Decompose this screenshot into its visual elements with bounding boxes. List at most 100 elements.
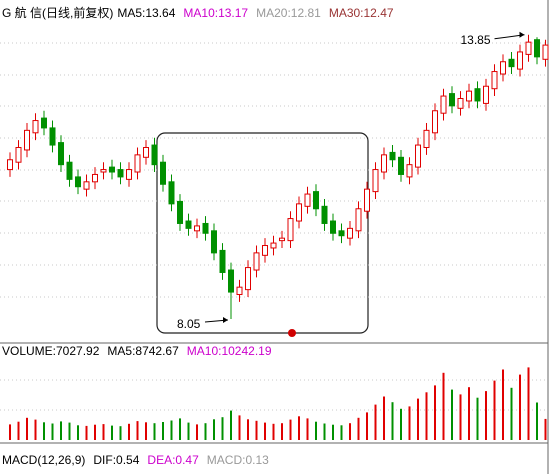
candle-body (24, 129, 30, 151)
candle-body (355, 208, 362, 232)
volume-bar (306, 418, 309, 440)
volume-bar (145, 422, 147, 440)
candle-body (372, 169, 379, 193)
candle-body (270, 242, 277, 249)
volume-bar (434, 385, 436, 440)
candle-body (525, 41, 532, 55)
volume-bar (272, 423, 275, 440)
candle-body (83, 181, 90, 190)
candle-body (58, 142, 64, 166)
volume-bar (400, 408, 402, 440)
candle-body (466, 90, 472, 102)
candle-body (194, 225, 200, 232)
volume-bar (340, 425, 343, 440)
volume-bar (34, 419, 37, 440)
volume-bar (468, 387, 470, 440)
candle-body (389, 151, 396, 161)
candle-body (415, 144, 421, 168)
volume-bar (136, 421, 139, 440)
indicator-label: MA5:13.64 (117, 6, 175, 20)
volume-bar (238, 415, 241, 440)
candle-body (381, 154, 387, 173)
volume-bar (281, 423, 283, 440)
volume-bar (536, 402, 538, 440)
volume-bar (442, 372, 445, 440)
volume-bar (451, 389, 453, 440)
candle-body (100, 169, 107, 173)
indicator-label: VOLUME:7027.92 (2, 344, 100, 358)
candle-body (491, 71, 498, 90)
volume-bar (408, 406, 411, 440)
indicator-label: MACD:0.13 (207, 453, 269, 467)
candle-body (117, 169, 124, 178)
candle-body (185, 220, 192, 229)
candle-body (474, 88, 481, 102)
candle-body (49, 127, 56, 146)
candle-body (304, 193, 311, 207)
volume-bar (417, 398, 419, 440)
indicator-label: MA10:10242.19 (187, 344, 272, 358)
volume-bar (204, 423, 207, 440)
volume-bar (476, 397, 479, 440)
candle-body (508, 58, 515, 68)
candle-body (500, 61, 506, 75)
candle-body (440, 95, 447, 114)
candle-body (245, 267, 251, 291)
candle-body (364, 188, 370, 212)
candle-body (330, 220, 336, 234)
volume-bar (85, 425, 88, 440)
candle-body (7, 159, 13, 171)
volume-bar (349, 423, 351, 440)
candle-body (236, 286, 243, 296)
volume-bar (170, 420, 173, 440)
volume-bar (323, 423, 326, 440)
candle-body (66, 161, 73, 180)
volume-bar (128, 423, 130, 440)
candle-body (406, 164, 413, 178)
volume-bar (213, 419, 215, 440)
candle-body (457, 98, 464, 109)
volume-bar (391, 402, 394, 440)
volume-bar (357, 417, 360, 440)
candle-body (347, 227, 353, 239)
candle-body (262, 245, 268, 256)
grid (0, 42, 548, 411)
candle-body (134, 154, 141, 173)
volume-bar (493, 380, 496, 440)
candle-body (449, 93, 455, 107)
volume-bar (94, 424, 96, 440)
volume-bar (230, 410, 232, 440)
volume-bar (247, 419, 249, 440)
candle-body (151, 144, 158, 166)
candle-body (126, 169, 132, 180)
volume-bar (43, 422, 45, 440)
volume-bar (187, 422, 190, 440)
candle-body (279, 237, 285, 242)
candle-body (542, 44, 549, 60)
volume-bar (527, 367, 530, 440)
volume-bar (111, 425, 113, 440)
candle-body (313, 191, 319, 210)
volume-bar (119, 426, 122, 440)
volume-bar (153, 423, 156, 440)
candle-body (534, 39, 540, 58)
indicator-label: MA20:12.81 (256, 6, 321, 20)
candle-body (517, 51, 523, 70)
volume-bar (544, 418, 547, 440)
volume-bar (366, 412, 368, 440)
volume-bar (221, 417, 224, 440)
volume-bar (68, 422, 71, 440)
candle-body (32, 120, 39, 134)
candle-body (287, 218, 294, 242)
volume-bar (510, 387, 513, 440)
volume-bar (17, 421, 20, 440)
candle-body (321, 205, 328, 224)
candle-body (143, 147, 149, 158)
volume-bar (26, 417, 28, 440)
annotation: 8.05 (177, 317, 201, 331)
volume-bar (289, 419, 292, 440)
volume-bar (264, 422, 266, 440)
volume-bar (255, 420, 258, 440)
